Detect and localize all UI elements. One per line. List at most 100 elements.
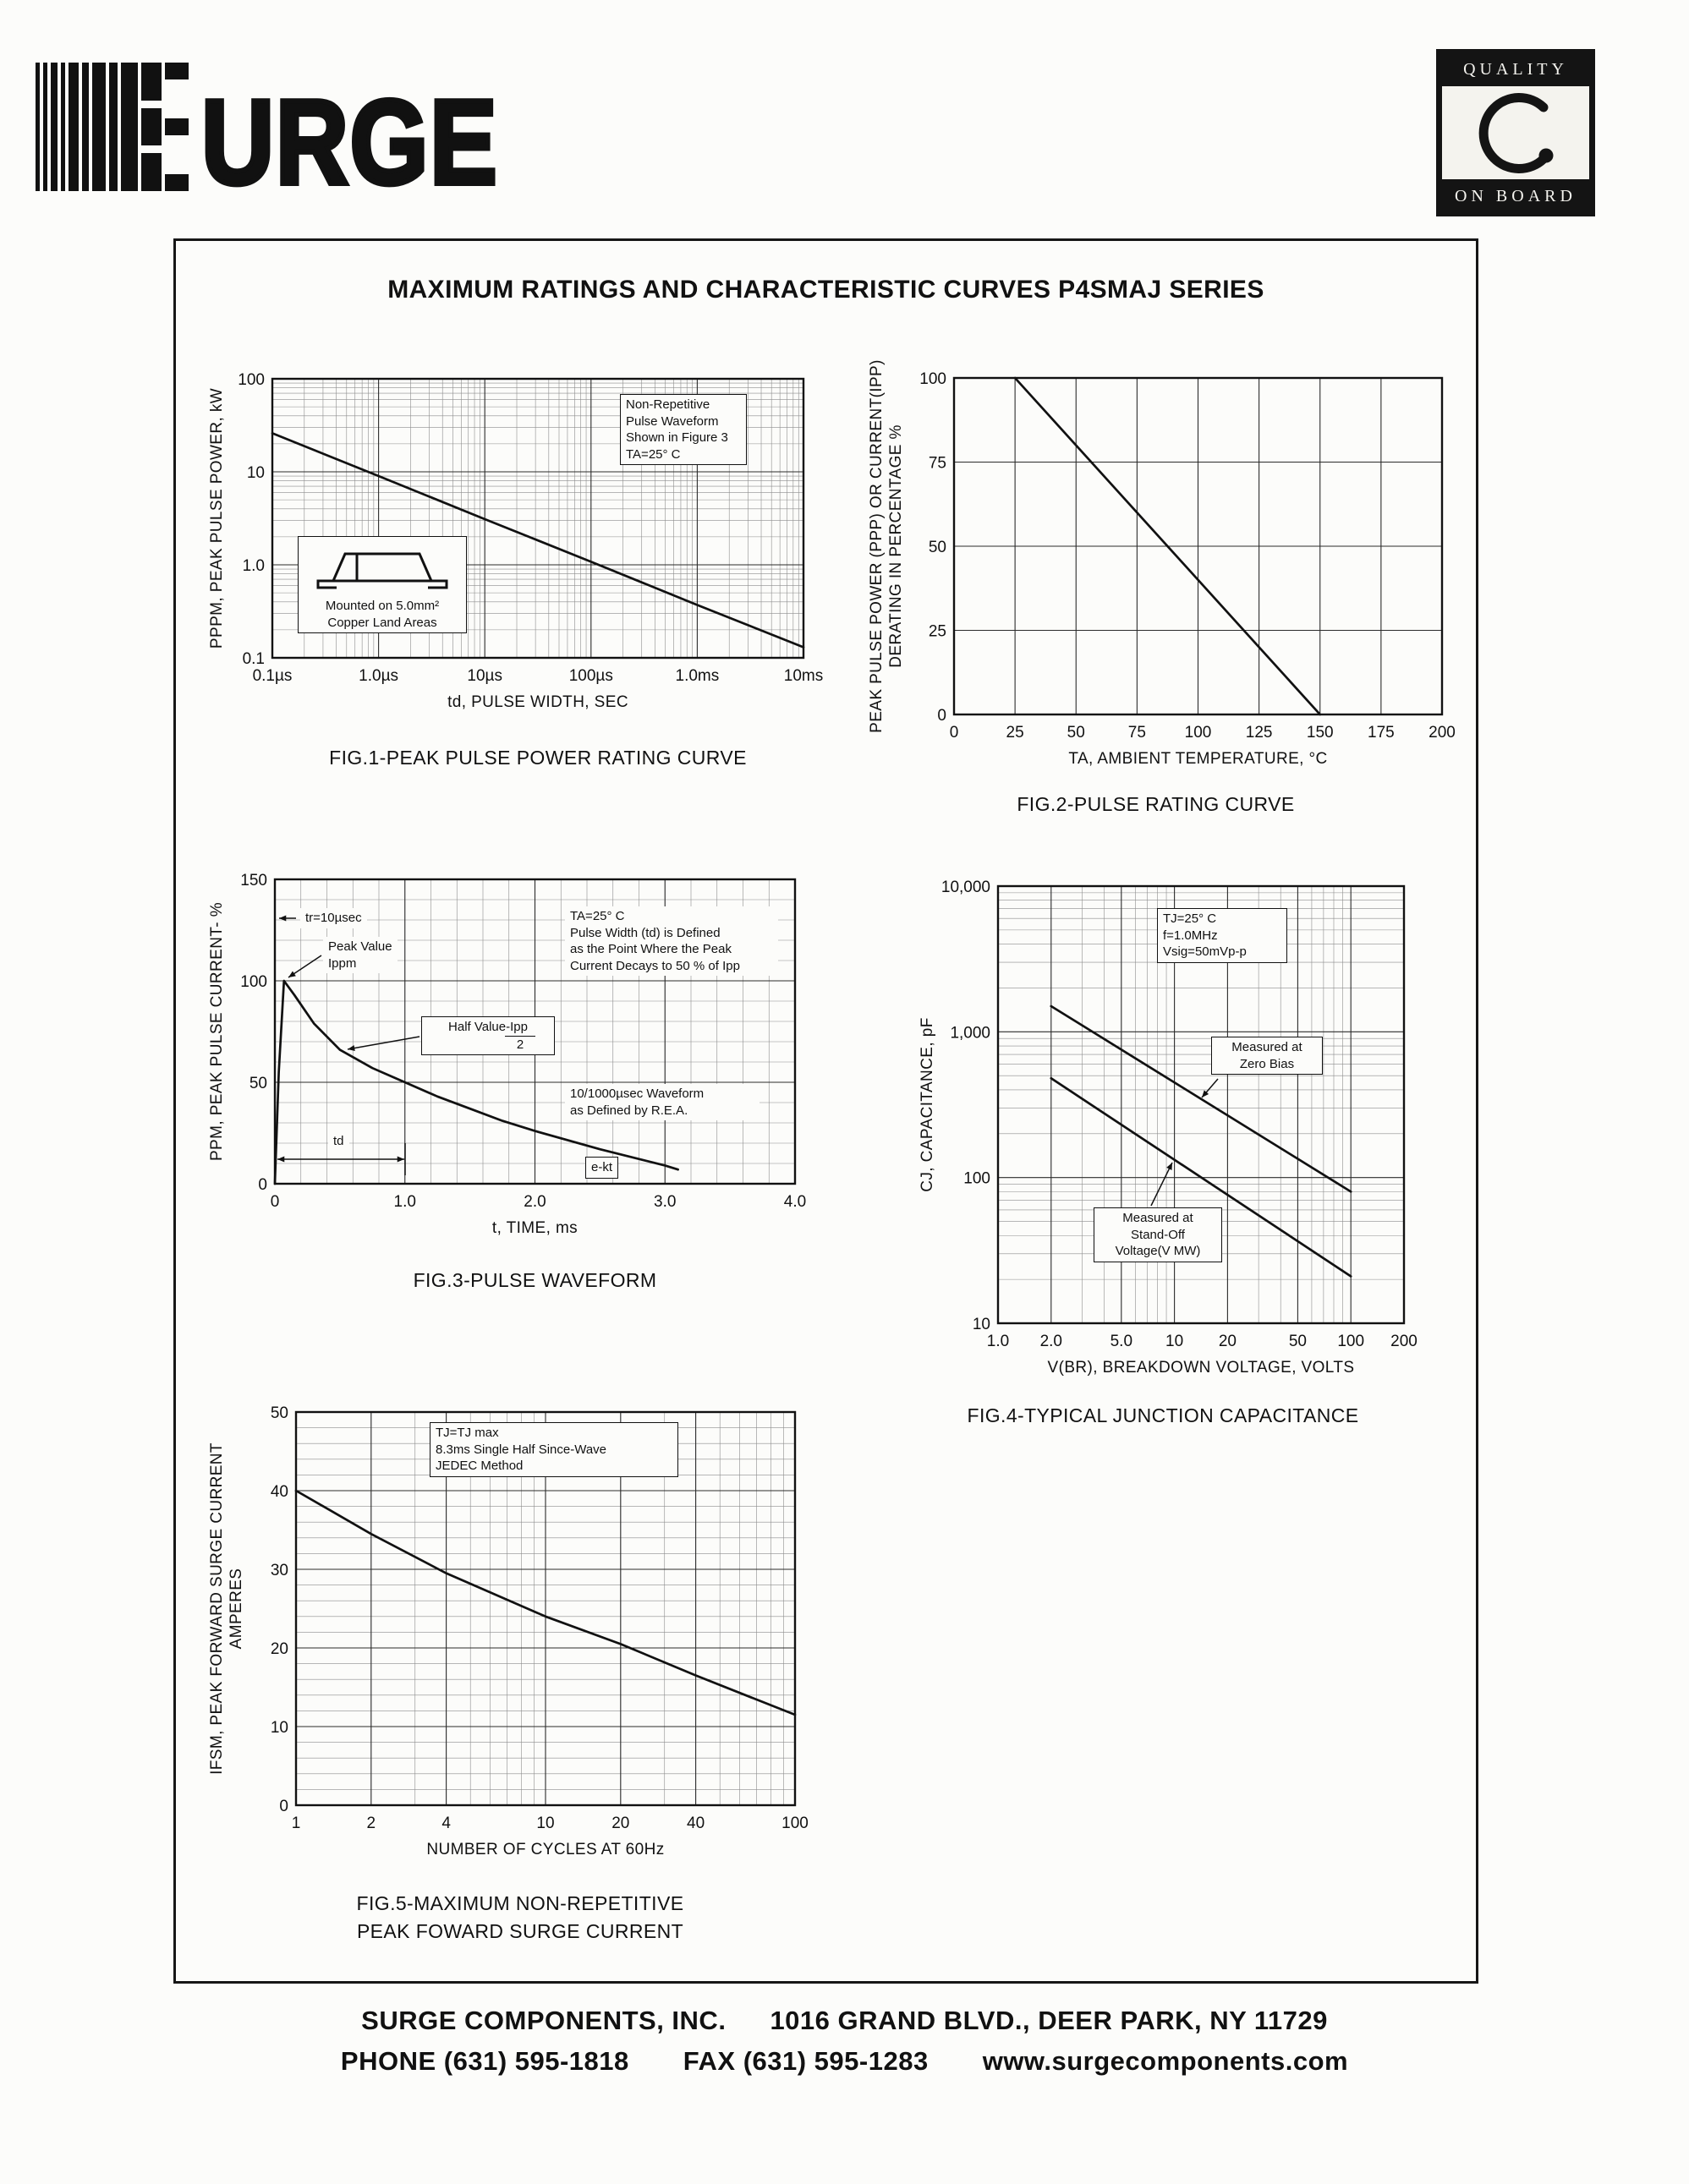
fig2-caption: FIG.2-PULSE RATING CURVE	[1017, 793, 1295, 815]
svg-text:1.0ms: 1.0ms	[676, 667, 720, 685]
svg-text:0: 0	[950, 724, 959, 742]
svg-text:10µs: 10µs	[467, 667, 502, 685]
svg-text:0: 0	[258, 1176, 267, 1194]
svg-text:0: 0	[937, 707, 946, 725]
svg-text:NUMBER OF CYCLES AT 60Hz: NUMBER OF CYCLES AT 60Hz	[426, 1841, 664, 1858]
svg-text:30: 30	[271, 1562, 288, 1579]
svg-text:10: 10	[536, 1815, 554, 1832]
annotation-rise-time-note: tr=10µsec	[300, 908, 367, 928]
footer-company-line: SURGE COMPONENTS, INC. 1016 GRAND BLVD., …	[0, 2006, 1689, 2036]
footer: SURGE COMPONENTS, INC. 1016 GRAND BLVD., …	[0, 2006, 1689, 2077]
svg-text:V(BR), BREAKDOWN VOLTAGE, VOLT: V(BR), BREAKDOWN VOLTAGE, VOLTS	[1048, 1359, 1355, 1377]
fig4-caption: FIG.4-TYPICAL JUNCTION CAPACITANCE	[967, 1404, 1359, 1426]
fig2-chart: 0 25 50 75 100 125 150 175 200 0 25 50 75 100 TA, AMBI…	[868, 359, 1456, 768]
svg-text:20: 20	[271, 1640, 288, 1658]
svg-text:1,000: 1,000	[950, 1024, 990, 1042]
svg-text:100: 100	[238, 371, 265, 389]
svg-text:75: 75	[929, 455, 946, 473]
svg-text:1: 1	[292, 1815, 301, 1832]
svg-text:200: 200	[1429, 724, 1456, 742]
svg-text:175: 175	[1368, 724, 1395, 742]
svg-text:75: 75	[1128, 724, 1146, 742]
annotation-rea-waveform-note: 10/1000µsec Waveform as Defined by R.E.A…	[565, 1084, 760, 1120]
svg-text:10: 10	[1165, 1333, 1183, 1350]
svg-text:20: 20	[611, 1815, 629, 1832]
svg-text:1.0: 1.0	[243, 557, 265, 575]
figure-1-peak-pulse-power: 0.1µs 1.0µs 10µs 100µs 1.0ms 10ms 0.1 1.0 10 100 t…	[203, 364, 871, 803]
svg-text:100µs: 100µs	[569, 667, 613, 685]
page-title: MAXIMUM RATINGS AND CHARACTERISTIC CURVE…	[387, 276, 1264, 304]
footer-phone-label: PHONE	[340, 2046, 436, 2076]
annotation-mounting-note: Mounted on 5.0mm² Copper Land Areas	[298, 536, 467, 633]
svg-text:DERATING IN PERCENTAGE %: DERATING IN PERCENTAGE %	[887, 424, 905, 668]
footer-phone-number: (631) 595-1818	[443, 2046, 629, 2076]
svg-text:0: 0	[279, 1798, 288, 1815]
svg-text:10: 10	[271, 1719, 288, 1737]
surge-logo-bars-icon	[36, 63, 189, 191]
svg-text:4: 4	[441, 1815, 451, 1832]
svg-text:50: 50	[271, 1404, 288, 1422]
svg-text:100: 100	[1337, 1333, 1364, 1350]
svg-text:PPM, PEAK PULSE CURRENT- %: PPM, PEAK PULSE CURRENT- %	[208, 902, 226, 1161]
fig5-chart: 1 2 4 10 20 40 100 0 10 20 30 40 50 NUMBER OF CYCLES …	[208, 1404, 809, 1858]
fig3-caption: FIG.3-PULSE WAVEFORM	[413, 1269, 657, 1291]
annotation-peak-value-note: Peak Value Ippm	[323, 937, 398, 973]
svg-text:10,000: 10,000	[941, 879, 990, 896]
fig1-caption: FIG.1-PEAK PULSE POWER RATING CURVE	[329, 747, 747, 769]
svg-text:2: 2	[367, 1815, 376, 1832]
footer-website: www.surgecomponents.com	[982, 2046, 1349, 2076]
svg-text:100: 100	[1185, 724, 1212, 742]
figure-3-pulse-waveform: 0 1.0 2.0 3.0 4.0 0 50 100 150 t, TIME, ms PPM, PE…	[203, 862, 871, 1319]
footer-fax-number: (631) 595-1283	[743, 2046, 929, 2076]
annotation-test-conditions-note: TJ=25° C f=1.0MHz Vsig=50mVp-p	[1157, 908, 1287, 963]
svg-text:1.0µs: 1.0µs	[359, 667, 398, 685]
svg-text:10: 10	[973, 1316, 990, 1333]
svg-text:PPPM, PEAK PULSE POWER, kW: PPPM, PEAK PULSE POWER, kW	[208, 388, 226, 649]
surge-logo: URGE	[36, 61, 555, 211]
svg-text:2.0: 2.0	[524, 1193, 546, 1211]
quality-q-icon	[1442, 86, 1589, 179]
svg-text:40: 40	[687, 1815, 705, 1832]
figure-4-junction-capacitance: 1.0 2.0 5.0 10 20 50 100 200 10 100 1,000 10,000 V(B…	[913, 871, 1455, 1463]
on-board-label: ON BOARD	[1455, 187, 1577, 205]
sma-package-drawing	[316, 552, 448, 589]
svg-text:AMPERES: AMPERES	[228, 1568, 245, 1650]
svg-text:100: 100	[240, 973, 267, 991]
svg-text:50: 50	[250, 1075, 267, 1092]
svg-text:50: 50	[1289, 1333, 1307, 1350]
svg-text:25: 25	[929, 623, 946, 641]
ratings-border-box	[173, 238, 1478, 1984]
svg-text:0.1: 0.1	[243, 650, 265, 668]
figure-2-pulse-rating: 0 25 50 75 100 125 150 175 200 0 25 50 75 100 TA, AMBI…	[863, 359, 1456, 854]
svg-text:100: 100	[963, 1170, 990, 1188]
annotation-td-label: td	[328, 1131, 349, 1152]
svg-text:2.0: 2.0	[1040, 1333, 1062, 1350]
svg-text:1.0: 1.0	[987, 1333, 1009, 1350]
svg-text:10ms: 10ms	[784, 667, 823, 685]
svg-text:4.0: 4.0	[784, 1193, 806, 1211]
svg-text:50: 50	[929, 539, 946, 556]
svg-text:150: 150	[1307, 724, 1334, 742]
svg-text:10: 10	[247, 464, 265, 482]
svg-text:25: 25	[1006, 724, 1024, 742]
svg-text:1.0: 1.0	[394, 1193, 416, 1211]
svg-text:CJ, CAPACITANCE, pF: CJ, CAPACITANCE, pF	[919, 1017, 936, 1191]
annotation-pulse-width-definition: TA=25° C Pulse Width (td) is Defined as …	[565, 906, 778, 976]
annotation-zero-bias-label: Measured at Zero Bias	[1211, 1037, 1323, 1075]
svg-text:50: 50	[1067, 724, 1085, 742]
annotation-half-value-note: Half Value-Ipp 2	[421, 1016, 555, 1055]
annotation-waveform-note: Non-Repetitive Pulse Waveform Shown in F…	[620, 394, 747, 465]
svg-text:3.0: 3.0	[654, 1193, 676, 1211]
svg-text:150: 150	[240, 872, 267, 889]
quality-label: QUALITY	[1463, 60, 1568, 79]
annotation-standoff-label: Measured at Stand-Off Voltage(V MW)	[1094, 1207, 1222, 1262]
svg-text:0.1µs: 0.1µs	[253, 667, 293, 685]
svg-text:td, PULSE WIDTH, SEC: td, PULSE WIDTH, SEC	[447, 693, 628, 711]
svg-text:200: 200	[1390, 1333, 1418, 1350]
svg-text:125: 125	[1246, 724, 1273, 742]
surge-logo-text: URGE	[199, 75, 499, 211]
footer-address: 1016 GRAND BLVD., DEER PARK, NY 11729	[770, 2006, 1328, 2035]
svg-text:20: 20	[1219, 1333, 1237, 1350]
svg-text:0: 0	[271, 1193, 280, 1211]
